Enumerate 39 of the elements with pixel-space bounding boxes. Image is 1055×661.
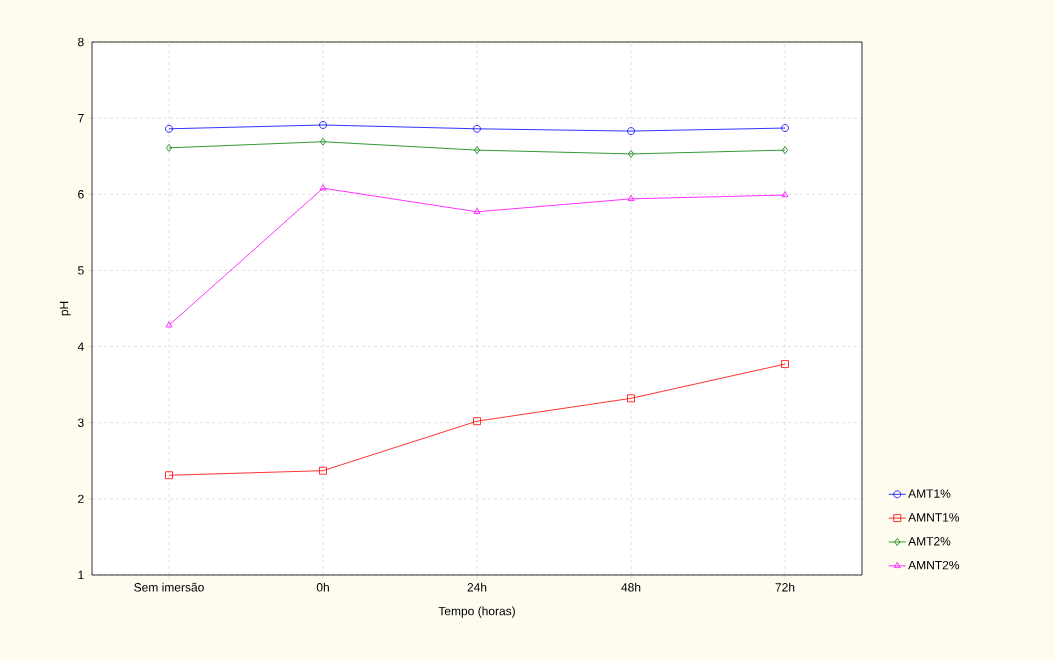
y-tick-label: 6 — [78, 190, 84, 199]
point — [627, 150, 635, 158]
point — [627, 127, 635, 135]
x-tick-label: Sem imersão — [134, 582, 204, 592]
point — [781, 146, 789, 155]
y-tick-label: 2 — [78, 494, 84, 504]
point — [165, 321, 173, 328]
legend-label: AMT1% — [908, 489, 951, 498]
legend-label: AMNT1% — [908, 513, 960, 522]
point — [319, 137, 327, 146]
point — [473, 146, 481, 155]
point — [627, 394, 635, 403]
point — [781, 191, 789, 198]
legend-label: AMNT2% — [908, 560, 960, 570]
point — [319, 121, 327, 129]
point — [473, 124, 481, 133]
point — [781, 360, 789, 368]
point — [319, 184, 327, 191]
y-axis-title: pH — [59, 301, 71, 316]
x-tick-label: 24h — [467, 582, 487, 592]
legend-label: AMT2% — [908, 537, 951, 546]
x-tick-label: 0h — [316, 582, 329, 592]
y-tick-label: 8 — [78, 37, 84, 47]
x-axis-title: Tempo (horas) — [438, 606, 515, 618]
x-tick-label: 72h — [775, 582, 795, 592]
y-tick-label: 5 — [78, 266, 84, 275]
y-tick-label: 3 — [77, 418, 84, 427]
x-tick-label: 48h — [621, 582, 641, 592]
point — [473, 417, 481, 426]
point — [165, 143, 173, 152]
point — [627, 194, 635, 201]
point — [165, 124, 173, 133]
y-tick-label: 4 — [77, 342, 84, 351]
point — [781, 124, 789, 132]
point — [165, 471, 173, 480]
point — [473, 207, 481, 214]
y-tick-label: 7 — [78, 114, 84, 123]
point — [319, 466, 327, 475]
y-tick-label: 1 — [78, 570, 84, 580]
